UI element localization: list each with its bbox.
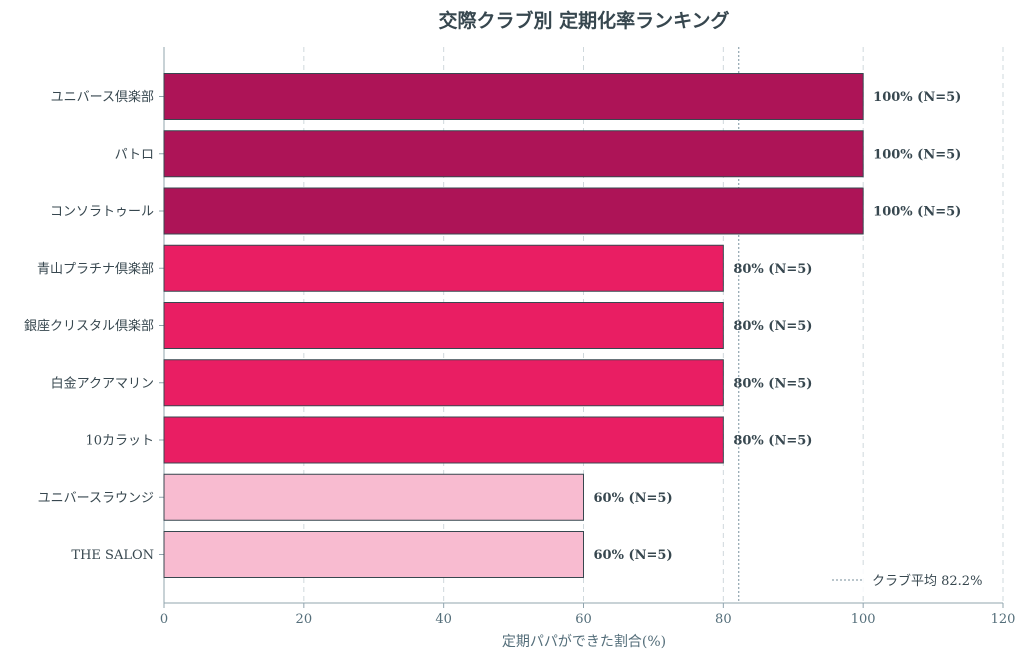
- x-tick-labels: 0 20 40 60 80 100 120: [160, 612, 1016, 627]
- category-label: THE SALON: [71, 548, 154, 563]
- data-label: 100% (N=5): [873, 205, 961, 220]
- bar: [163, 244, 724, 292]
- data-label: 60% (N=5): [594, 548, 673, 563]
- category-label: ユニバースラウンジ: [38, 491, 154, 506]
- category-label: 銀座クリスタル倶楽部: [24, 318, 154, 334]
- data-label: 100% (N=5): [873, 147, 961, 162]
- data-label: 80% (N=5): [733, 262, 812, 277]
- x-tick-label: 40: [435, 612, 452, 627]
- x-tick-label: 60: [575, 612, 592, 627]
- bar: [163, 531, 584, 578]
- category-label: 10カラット: [85, 434, 154, 449]
- legend-box: [822, 566, 998, 594]
- bar: [163, 130, 864, 178]
- bars: [163, 73, 864, 578]
- data-label: 80% (N=5): [733, 376, 812, 391]
- bar: [163, 416, 724, 464]
- bar: [163, 473, 584, 521]
- bar: [163, 187, 864, 235]
- data-labels: 100% (N=5) 100% (N=5) 100% (N=5) 80% (N=5) 8…: [594, 90, 962, 563]
- category-label: 白金アクアマリン: [51, 375, 154, 391]
- bar: [163, 73, 864, 120]
- x-tick-label: 80: [715, 612, 732, 627]
- chart-title: 交際クラブ別 定期化率ランキング: [438, 9, 729, 32]
- category-label: ユニバース倶楽部: [51, 89, 154, 105]
- data-label: 80% (N=5): [733, 319, 812, 334]
- bar: [163, 302, 724, 349]
- legend-label: クラブ平均 82.2%: [872, 573, 982, 589]
- data-label: 80% (N=5): [733, 434, 812, 449]
- category-labels: ユニバース倶楽部パトロコンソラトゥール青山プラチナ倶楽部銀座クリスタル倶楽部白金…: [24, 89, 154, 563]
- category-label: コンソラトゥール: [50, 205, 154, 220]
- legend: クラブ平均 82.2%: [822, 566, 998, 594]
- category-label: パトロ: [115, 147, 154, 162]
- data-label: 60% (N=5): [594, 491, 673, 506]
- x-tick-label: 100: [851, 612, 876, 627]
- bar: [163, 359, 724, 407]
- data-label: 100% (N=5): [873, 90, 961, 105]
- category-label: 青山プラチナ倶楽部: [37, 261, 154, 277]
- x-tick-label: 20: [296, 612, 313, 627]
- x-tick-label: 120: [991, 612, 1016, 627]
- x-tick-label: 0: [160, 612, 168, 627]
- x-axis-label: 定期パパができた割合(%): [502, 633, 666, 650]
